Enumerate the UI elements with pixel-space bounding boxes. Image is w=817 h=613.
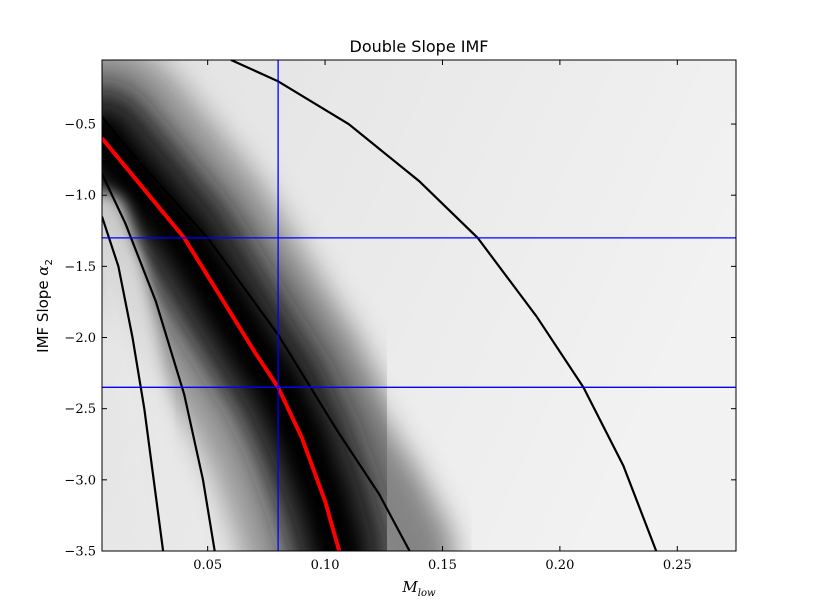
contour-line-2 (102, 173, 216, 551)
x-axis-label: Mlow (401, 578, 436, 599)
y-axis: −0.5 −1.0 −1.5 −2.0 −2.5 −3.0 −3.5 (64, 118, 736, 560)
y-tick-label: −0.5 (64, 118, 96, 133)
y-axis-label: IMF Slope α2 (34, 259, 55, 353)
x-axis: 0.05 0.10 0.15 0.20 0.25 (193, 60, 692, 573)
contour-line-1 (102, 216, 165, 551)
y-tick-label: −3.0 (64, 473, 96, 488)
chart-title: Double Slope IMF (350, 37, 489, 56)
y-axis-label-symbol: α (34, 266, 52, 276)
x-tick-label: 0.25 (663, 558, 692, 573)
x-axis-label-sub: low (418, 588, 436, 599)
plot-area (102, 60, 736, 551)
y-tick-label: −2.0 (64, 331, 96, 346)
x-tick-label: 0.10 (311, 558, 340, 573)
y-axis-label-sub: 2 (44, 259, 55, 265)
y-tick-label: −1.0 (64, 189, 96, 204)
x-tick-label: 0.20 (545, 558, 574, 573)
x-tick-label: 0.15 (428, 558, 457, 573)
y-tick-label: −3.5 (64, 545, 96, 560)
y-tick-label: −2.5 (64, 402, 96, 417)
best-fit-curve (102, 137, 342, 551)
plot-frame (101, 59, 737, 552)
y-tick-label: −1.5 (64, 260, 96, 275)
best-fit-curve-group (102, 137, 342, 551)
reference-lines (102, 60, 736, 551)
x-axis-label-main: M (401, 578, 418, 596)
y-axis-label-main: IMF Slope (34, 276, 52, 353)
x-tick-label: 0.05 (193, 558, 222, 573)
